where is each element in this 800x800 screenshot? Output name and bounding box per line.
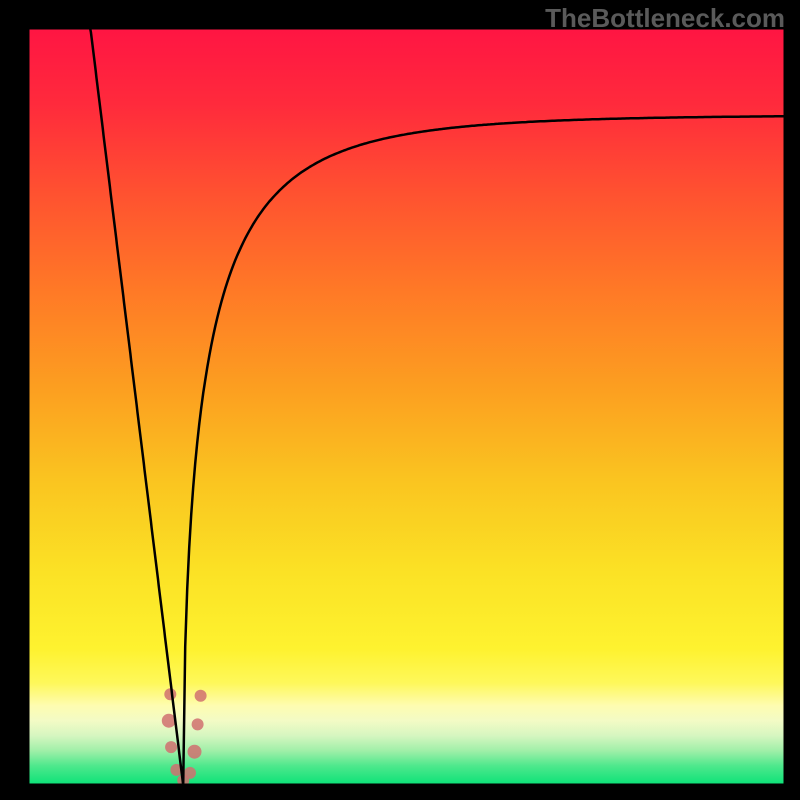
marker-dot bbox=[184, 767, 196, 779]
chart-canvas: TheBottleneck.com bbox=[0, 0, 800, 800]
marker-dot bbox=[192, 718, 204, 730]
watermark-text: TheBottleneck.com bbox=[545, 3, 785, 34]
marker-dot bbox=[188, 745, 202, 759]
marker-dot bbox=[165, 741, 177, 753]
chart-svg bbox=[0, 0, 800, 800]
plot-background bbox=[28, 28, 785, 785]
marker-dot bbox=[164, 688, 176, 700]
marker-dot bbox=[195, 690, 207, 702]
